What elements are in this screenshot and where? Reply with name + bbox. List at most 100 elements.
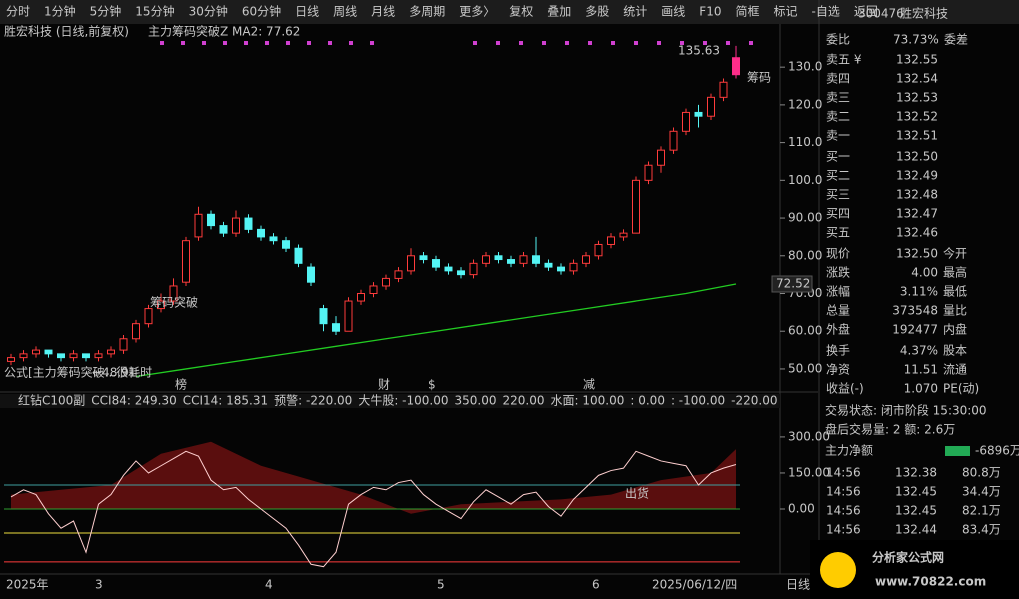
candle-body xyxy=(407,255,415,272)
date-label: 日线 xyxy=(786,578,810,592)
y-tick-label: 150.00 xyxy=(788,465,830,479)
chart-title: 胜宏科技 (日线,前复权) xyxy=(4,24,129,39)
stat-name: 换手 xyxy=(826,344,850,358)
stat-name: 收益(-) xyxy=(826,382,864,396)
signal-dot xyxy=(496,41,500,45)
candle-body xyxy=(419,255,428,261)
high-label: 135.63 xyxy=(678,44,720,58)
toolbar-button[interactable]: 画线 xyxy=(661,5,685,19)
stat-value: 132.50 xyxy=(896,247,938,261)
toolbar-button[interactable]: -自选 xyxy=(812,5,840,19)
low-label: ←48.91 xyxy=(92,366,136,380)
toolbar-button[interactable]: 15分钟 xyxy=(135,4,174,19)
date-label: 2025年 xyxy=(6,578,49,592)
wb-value: 73.73% xyxy=(893,33,939,47)
candle-body xyxy=(344,300,353,332)
tick-vol: 83.4万 xyxy=(962,523,1001,537)
event-marker: 榜 xyxy=(175,377,187,392)
y-tick-label: 100.0 xyxy=(788,173,822,187)
toolbar-button[interactable]: F10 xyxy=(699,5,721,19)
candle-body xyxy=(244,217,253,230)
toolbar-button[interactable]: 复权 xyxy=(509,5,533,19)
signal-dot xyxy=(680,41,684,45)
level-price: 132.47 xyxy=(896,207,938,221)
candle-body xyxy=(557,266,565,272)
stat-value: 4.00 xyxy=(911,266,938,280)
candle-body xyxy=(332,323,340,332)
candle-body xyxy=(444,266,453,272)
candle-body xyxy=(594,243,603,257)
toolbar-button[interactable]: 60分钟 xyxy=(242,4,281,19)
signal-dot xyxy=(265,41,269,45)
toolbar-button[interactable]: 叠加 xyxy=(547,5,571,19)
flow-bar xyxy=(945,446,970,456)
level-price: 132.48 xyxy=(896,188,938,202)
level-name: 买三 xyxy=(826,188,850,202)
toolbar-button[interactable]: 分时 xyxy=(6,5,30,19)
status: 交易状态: 闭市阶段 15:30:00 xyxy=(825,403,987,418)
y-tick-label: 50.00 xyxy=(788,361,822,375)
candle-body xyxy=(57,353,65,359)
stock-code: 300476 xyxy=(858,7,904,21)
tick-price: 132.44 xyxy=(895,523,937,537)
stat-name: PE(动) xyxy=(943,382,979,396)
candle-body xyxy=(432,259,440,268)
candle-body xyxy=(544,262,553,268)
tick-vol: 34.4万 xyxy=(962,485,1001,499)
y-tick-label: 0.00 xyxy=(788,502,815,516)
candle-body xyxy=(707,96,715,117)
candle-body xyxy=(644,164,653,181)
candle-body xyxy=(307,266,315,283)
toolbar-button[interactable]: 1分钟 xyxy=(44,4,76,19)
signal-dot xyxy=(160,41,164,45)
toolbar-button[interactable]: 月线 xyxy=(371,5,395,19)
watermark-logo xyxy=(820,552,856,588)
candle-body xyxy=(69,353,78,359)
signal-label: 筹码 xyxy=(747,71,771,85)
indicator-label: 350.00 xyxy=(455,394,497,408)
tick-price: 132.45 xyxy=(895,504,937,518)
toolbar-button[interactable]: 统计 xyxy=(623,5,647,19)
candle-body xyxy=(657,149,665,166)
tick-vol: 80.8万 xyxy=(962,466,1001,480)
tick-time: 14:56 xyxy=(826,485,861,499)
toolbar-button[interactable]: 30分钟 xyxy=(189,4,228,19)
date-label: 2025/06/12/四 xyxy=(652,578,737,592)
level-name: 买五 xyxy=(826,226,850,240)
candle-body xyxy=(257,228,265,238)
toolbar-button[interactable]: 标记 xyxy=(773,5,797,19)
toolbar-button[interactable]: 多周期 xyxy=(409,5,445,19)
signal-dot xyxy=(634,41,638,45)
toolbar-button[interactable]: 多股 xyxy=(585,5,609,19)
toolbar-button[interactable]: 简框 xyxy=(735,5,759,19)
level-price: 132.52 xyxy=(896,110,938,124)
stat-name: 股本 xyxy=(943,344,967,358)
tick-price: 132.38 xyxy=(895,466,937,480)
indicator-label: 红钻C100副 xyxy=(18,393,85,408)
signal-dot xyxy=(519,41,523,45)
candle-body xyxy=(282,240,290,249)
candle-body xyxy=(169,285,178,302)
signal-label: 筹码突破 xyxy=(150,295,198,310)
faint-note: 公式[主力筹码突破...很耗时 xyxy=(4,365,152,380)
toolbar-button[interactable]: 周线 xyxy=(333,5,357,19)
toolbar-button[interactable]: 日线 xyxy=(295,5,319,19)
candle-body xyxy=(732,57,740,76)
flow-value: -6896万 xyxy=(975,444,1019,458)
tick-time: 14:56 xyxy=(826,523,861,537)
signal-dot xyxy=(370,41,374,45)
toolbar-button[interactable]: 返回 xyxy=(854,5,878,19)
y-tick-label: 120.0 xyxy=(788,97,822,111)
candle-body xyxy=(144,308,153,325)
stat-value: 1.070 xyxy=(904,382,938,396)
level-price: 132.50 xyxy=(896,150,938,164)
toolbar-button[interactable]: 5分钟 xyxy=(90,4,122,19)
tick-vol: 82.1万 xyxy=(962,504,1001,518)
candle-body xyxy=(469,262,478,276)
toolbar-button[interactable]: 更多〉 xyxy=(459,5,495,19)
date-label: 3 xyxy=(95,578,103,592)
stock-name: 胜宏科技 xyxy=(900,6,948,21)
indicator-label: CCI14: 185.31 xyxy=(183,394,268,408)
candle-body xyxy=(369,285,378,294)
